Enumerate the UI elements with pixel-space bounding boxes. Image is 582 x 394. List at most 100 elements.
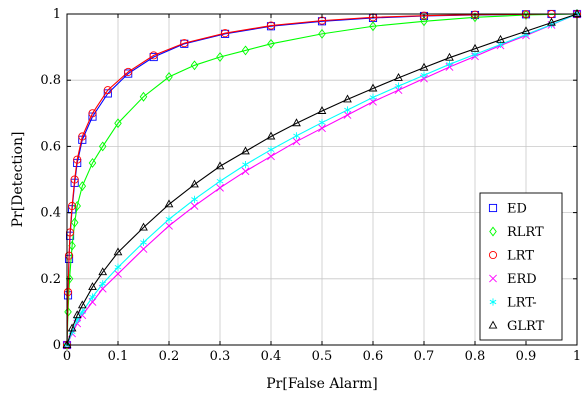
series-point [165,215,173,223]
y-tick-label: 0.2 [40,272,61,287]
legend-label: ED [507,202,527,217]
series-point [190,179,199,188]
series-point [78,181,87,192]
legend-box [479,192,563,341]
series-point [139,245,148,253]
series-point [149,51,158,60]
legend-label: LRT [507,249,534,264]
legend-marker [489,274,497,283]
series-point [420,71,428,79]
legend-marker [489,226,497,237]
series-point [419,11,429,20]
series-point [190,60,199,71]
x-tick-label: 0.7 [414,349,435,364]
series-point [88,282,97,291]
legend-label: ERD [507,272,537,287]
series-point [343,94,352,103]
series-point [62,340,72,348]
series-point [241,45,250,56]
series-point [88,109,97,118]
series-point [242,161,249,169]
x-tick-label: 0.6 [363,349,384,364]
series-point [66,228,75,237]
series-point [470,10,480,19]
x-tick-label: 0.5 [312,349,333,364]
series-point [318,28,326,39]
series-point [343,111,352,119]
legend-label: RLRT [507,225,544,240]
series-lrt--group [63,10,581,349]
series-point [496,34,505,43]
series-point [114,118,122,129]
x-tick-label: 1 [573,349,581,364]
y-tick-label: 0.6 [40,139,61,154]
y-tick-label: 0.4 [40,206,61,221]
series-point [139,222,148,231]
series-point [124,67,133,76]
series-point [221,29,230,38]
series-point [267,152,275,161]
series-point [73,155,82,164]
series-point [113,247,123,256]
x-tick-label: 0.9 [516,349,537,364]
series-point [471,12,479,23]
series-point [190,202,199,210]
series-point [293,132,300,140]
axis-ticks: 0 0.1 0.2 0.3 0.4 0.5 0.6 0.7 0.8 0.9 1 0 0.2 0.4 0.6 0… [40,7,581,364]
x-tick-label: 0.2 [159,349,180,364]
series-point [78,132,87,141]
series-point [77,300,87,309]
series-point [266,21,276,30]
series-line-lrt [66,13,577,346]
series-point [63,287,73,297]
series-point [521,26,531,35]
legend-label: LRT- [507,296,537,311]
series-point [445,52,454,61]
series-point [67,323,77,332]
series-point [471,50,479,58]
series-point [292,118,301,127]
legend-marker [488,250,498,260]
series-point [78,308,86,316]
x-tick-label: 0 [63,349,71,364]
legend-marker [489,298,497,306]
series-point [547,17,556,26]
x-tick-label: 0.8 [465,349,486,364]
series-point [215,161,225,170]
series-point [88,158,97,168]
series-point [317,106,327,114]
series-point [89,293,96,301]
series-point [241,146,250,155]
x-tick-label: 0.1 [108,349,129,364]
series-point [368,83,378,92]
y-tick-label: 0 [53,338,61,353]
series-point [103,86,112,95]
series-point [72,310,82,319]
series-point [98,267,108,276]
x-tick-label: 0.4 [261,349,282,364]
series-point [470,43,480,52]
series-point [267,38,275,49]
series-point [114,263,122,271]
series-point [419,62,429,71]
series-point [395,82,402,90]
series-point [394,72,403,81]
x-tick-label: 0.3 [210,349,231,364]
series-point [318,118,326,127]
series-point [318,124,326,133]
y-tick-label: 1 [53,7,61,22]
series-point [446,60,453,68]
series-point [344,106,351,114]
series-point [139,91,148,102]
series-point [191,195,198,203]
series-point [140,238,147,246]
series-point [369,93,377,102]
series-lrt-group [62,9,582,350]
series-point [164,199,174,208]
series-point [99,280,107,288]
legend-marker [488,320,498,329]
legend-marker [488,203,498,213]
series-point [64,251,74,260]
series-point [292,137,301,146]
